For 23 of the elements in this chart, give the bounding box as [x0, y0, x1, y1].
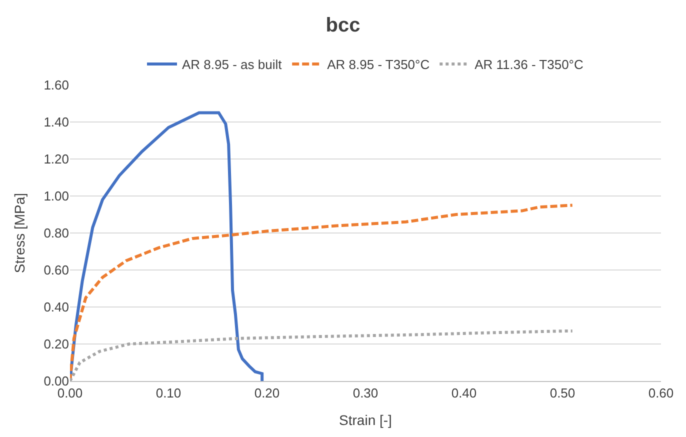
y-axis-title: Stress [MPa] [11, 192, 28, 274]
chart-title: bcc [326, 14, 360, 36]
line-series [70, 111, 264, 381]
y-tick-label: 0.60 [44, 262, 69, 278]
y-tick-label: 0.20 [44, 336, 69, 352]
line-series [70, 204, 574, 381]
legend-label: AR 8.95 - T350°C [327, 57, 430, 72]
y-tick-label: 1.60 [44, 78, 69, 93]
line-series [70, 330, 574, 381]
x-tick-label: 0.20 [254, 386, 280, 401]
legend-label: AR 11.36 - T350°C [474, 57, 584, 72]
x-tick-label: 0.40 [451, 386, 477, 401]
y-tick-label: 1.40 [44, 114, 69, 130]
x-tick-label: 0.10 [156, 386, 182, 401]
x-tick-label: 0.50 [550, 386, 576, 401]
x-tick-label: 0.60 [648, 386, 674, 401]
x-axis-title: Strain [-] [339, 412, 392, 428]
y-tick-label: 0.40 [44, 300, 69, 315]
y-tick-label: 1.20 [44, 152, 69, 167]
y-tick-label: 1.00 [44, 188, 69, 204]
legend-label: AR 8.95 - as built [182, 57, 282, 72]
x-tick-label: 0.30 [352, 386, 378, 401]
y-tick-label: 0.80 [44, 226, 69, 241]
